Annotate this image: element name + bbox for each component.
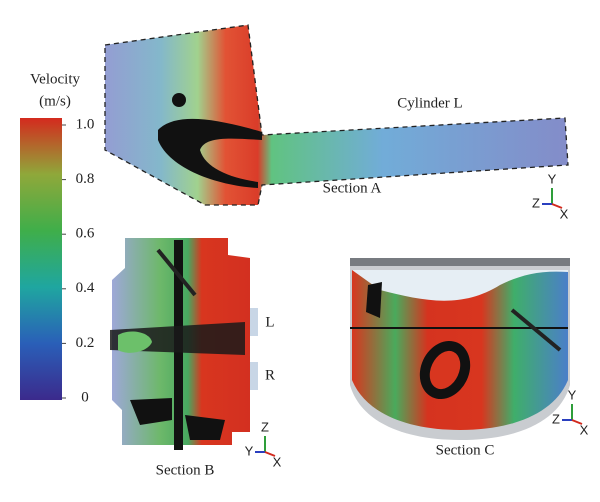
colorbar-tick-label: 0.8: [76, 171, 95, 187]
dot: [172, 93, 186, 107]
section-label: Section B: [156, 462, 215, 478]
axis-label: Y: [245, 443, 254, 458]
colorbar: [20, 118, 62, 400]
port-label: R: [265, 367, 275, 383]
axis-label: X: [560, 206, 569, 221]
section-label: Section A: [323, 180, 382, 196]
inlet: [118, 331, 152, 353]
colorbar-tick-label: 1.0: [76, 116, 95, 132]
cylinder-label: Cylinder L: [397, 95, 462, 111]
lid: [350, 258, 570, 266]
nozzle: [158, 118, 262, 188]
section-label: Section C: [436, 442, 495, 458]
rod: [156, 248, 197, 297]
colorbar-tick-label: 0.4: [76, 280, 95, 296]
section-a-outline: [104, 24, 569, 206]
colorbar-title: Velocity: [30, 71, 80, 87]
colorbar-unit: (m/s): [39, 93, 71, 109]
axis-label: Z: [532, 195, 540, 210]
section-a-field: [105, 25, 568, 205]
colorbar-tick-label: 0: [81, 389, 89, 405]
impeller-core: [429, 350, 461, 390]
free-surface: [352, 270, 568, 301]
colorbar-tick-label: 0.2: [76, 335, 95, 351]
blade-right: [185, 415, 225, 440]
port-r: [250, 362, 258, 390]
axis-arrow: [264, 451, 276, 457]
blade-left: [130, 398, 172, 425]
axis-label: Y: [548, 171, 557, 186]
axis-label: Y: [568, 387, 577, 402]
axis-arrow: [571, 419, 583, 425]
axis-label: Z: [552, 411, 560, 426]
colorbar-tick-label: 0.6: [76, 226, 95, 242]
rod: [510, 308, 562, 352]
baffle: [366, 282, 382, 318]
axis-label: X: [580, 422, 589, 437]
axis-label: X: [273, 454, 282, 469]
axis-label: Z: [261, 419, 269, 434]
axis-arrow: [551, 203, 563, 209]
port-l: [250, 308, 258, 336]
port-label: L: [265, 314, 274, 330]
